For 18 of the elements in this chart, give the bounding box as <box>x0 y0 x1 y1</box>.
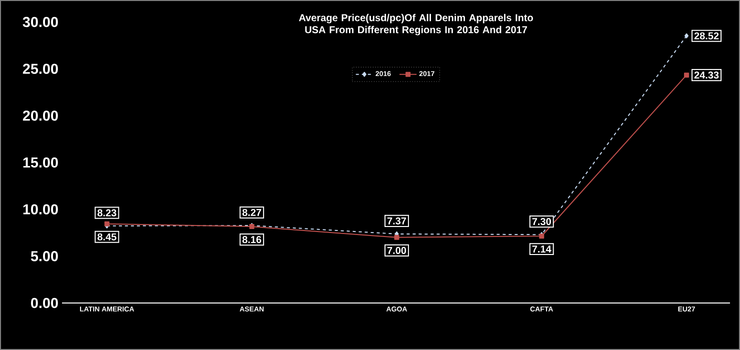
data-label: 7.30 <box>532 218 551 226</box>
y-tick-label: 30.00 <box>22 16 58 28</box>
y-tick-label: 20.00 <box>22 110 58 121</box>
data-label: 8.27 <box>242 208 262 216</box>
y-tick-label: 25.00 <box>22 64 58 74</box>
y-tick-label: 15.00 <box>23 157 58 168</box>
data-label: 8.23 <box>98 209 116 216</box>
chart-title: Average Price(usd/pc)Of All Denim Apparels Into USA From Different Regions In 2016 And 2017 <box>298 14 533 36</box>
data-label: 7.37 <box>387 217 406 224</box>
data-label: 24.33 <box>694 72 719 79</box>
y-tick-label: 10.00 <box>23 204 58 214</box>
data-label: 7.00 <box>387 246 406 254</box>
data-label: 7.14 <box>532 246 552 252</box>
y-tick-label: 0.00 <box>31 298 58 308</box>
data-label: 28.52 <box>694 32 719 40</box>
data-label: 8.16 <box>242 236 262 244</box>
y-tick-label: 5.00 <box>30 251 58 262</box>
data-label: 8.45 <box>98 233 116 240</box>
